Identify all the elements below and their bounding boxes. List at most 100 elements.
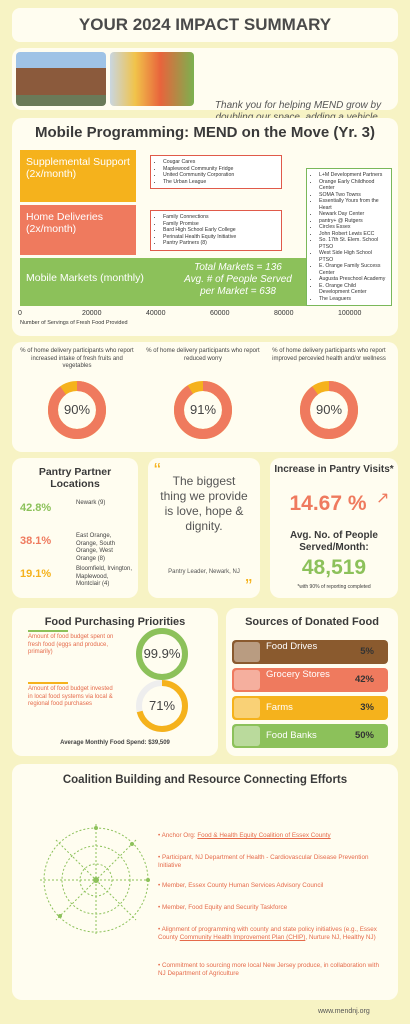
ring-fill — [136, 628, 188, 680]
coalition-item: • Commitment to sourcing more local New … — [158, 962, 388, 978]
page-title: YOUR 2024 IMPACT SUMMARY — [12, 8, 398, 42]
source-label: Food Drives — [266, 641, 318, 652]
partner-item: Family Promise — [163, 221, 277, 228]
coalition-item: • Anchor Org: Food & Health Equity Coali… — [158, 832, 388, 840]
footer-url[interactable]: www.mendnj.org — [318, 1008, 370, 1015]
quote-card: “ The biggest thing we provide is love, … — [148, 458, 260, 598]
coalition-item: • Member, Food Equity and Security Taskf… — [158, 904, 388, 912]
x-tick-label: 80000 — [274, 310, 294, 317]
coalition-text: Commitment to sourcing more local New Je… — [158, 962, 379, 977]
network-graphic — [40, 824, 152, 936]
partner-item: Family Connections — [163, 214, 277, 221]
visits-card: Increase in Pantry Visits* 14.67 % ↗ Avg… — [270, 458, 398, 598]
partner-item: Newark Day Center — [319, 211, 387, 218]
source-row: Farms 3% — [232, 696, 388, 720]
pantry-percent: 38.1% — [20, 535, 52, 547]
x-tick-label: 60000 — [210, 310, 230, 317]
served-label: Avg. No. of People Served/Month: — [290, 530, 378, 553]
purchase-rule — [28, 682, 68, 684]
supplemental-partners: Cougar CaresMaplewood Community FridgeUn… — [150, 155, 282, 189]
served-value: 48,519 — [301, 556, 367, 579]
donut-value: 90% — [63, 402, 91, 417]
purchase-rule — [28, 630, 68, 632]
partner-item: John Robert Lewis ECC — [319, 231, 387, 238]
coalition-text: Anchor Org: — [161, 832, 198, 839]
partner-item: Maplewood Community Fridge — [163, 166, 277, 173]
partner-item: Perinatal Health Equity Initiative — [163, 234, 277, 241]
purchase-ring — [136, 680, 188, 732]
coalition-item: • Alignment of programming with county a… — [158, 926, 388, 942]
partner-item: L+M Development Partners — [319, 172, 387, 179]
source-row: Food Banks 50% — [232, 724, 388, 748]
coalition-text: Participant, NJ Department of Health - C… — [158, 854, 369, 869]
quote-attribution: Pantry Leader, Newark, NJ — [168, 569, 240, 575]
coalition-text: Alignment of programming with county and… — [158, 926, 377, 941]
ring-fill — [136, 680, 188, 732]
coalition-item: • Participant, NJ Department of Health -… — [158, 854, 388, 870]
source-icon — [234, 726, 260, 746]
building-photo — [16, 52, 106, 106]
purchase-text: Amount of food budget spent on fresh foo… — [28, 634, 114, 655]
purchase-ring — [136, 628, 188, 680]
avg-spend: Average Monthly Food Spend: $39,509 — [60, 740, 170, 746]
home-partners: Family ConnectionsFamily PromiseBard Hig… — [150, 210, 282, 251]
truck-photo — [110, 52, 194, 106]
partner-item: SOMA Two Towns — [319, 192, 387, 199]
pantry-place: Bloomfield, Irvington, Maplewood, Montcl… — [76, 566, 133, 587]
pantry-place: Newark (9) — [76, 500, 106, 506]
purchasing-title: Food Purchasing Priorities — [44, 616, 186, 628]
open-quote-icon: “ — [154, 460, 161, 482]
source-row: Food Drives 5% — [232, 640, 388, 664]
donut-chart — [174, 381, 232, 439]
partner-item: The Leaguers — [319, 296, 387, 303]
x-tick-label: 20000 — [82, 310, 102, 317]
donut-value: 91% — [189, 402, 217, 417]
pantry-title: Pantry Partner Locations — [38, 466, 112, 490]
x-axis-label: Number of Servings of Fresh Food Provide… — [20, 320, 128, 326]
bullet-icon: • — [158, 904, 162, 911]
bullet-icon: • — [158, 882, 162, 889]
x-tick-label: 100000 — [338, 310, 362, 317]
donut-fill — [48, 381, 106, 439]
coalition-link[interactable]: Food & Health Equity Coalition of Essex … — [197, 832, 331, 839]
partner-item: pantry+ @ Rutgers — [319, 218, 387, 225]
partner-item: Bard High School Early College — [163, 227, 277, 234]
coalition-item: • Member, Essex County Human Services Ad… — [158, 882, 388, 890]
per-market: per Market = 638 — [200, 286, 276, 297]
bullet-icon: • — [158, 854, 162, 861]
close-quote-icon: ” — [245, 576, 252, 598]
coalition-card: Coalition Building and Resource Connecti… — [12, 764, 398, 1000]
visits-value: 14.67 % — [289, 492, 367, 515]
coalition-text: Member, Food Equity and Security Taskfor… — [161, 904, 288, 911]
bullet-icon: • — [158, 926, 162, 933]
purchase-value: 71% — [148, 698, 176, 713]
purchase-text: Amount of food budget invested in local … — [28, 686, 113, 707]
source-icon — [234, 642, 260, 662]
avg-people: Avg. # of People Served — [184, 274, 292, 285]
donut-fill — [174, 381, 232, 439]
source-icon — [234, 698, 260, 718]
x-tick-label: 40000 — [146, 310, 166, 317]
visits-note: *with 90% of reporting completed — [297, 584, 371, 590]
pantry-percent: 42.8% — [20, 502, 52, 514]
bullet-icon: • — [158, 962, 162, 969]
partner-item: Pantry Partners (8) — [163, 240, 277, 247]
bar-mobile-markets: Mobile Markets (monthly) — [20, 258, 306, 306]
donut-caption: % of home delivery participants who repo… — [146, 348, 260, 362]
pantry-place: East Orange, Orange, South Orange, West … — [76, 533, 116, 562]
donut-caption: % of home delivery participants who repo… — [20, 348, 134, 369]
bullet-icon: • — [158, 832, 162, 839]
source-value: 42% — [354, 674, 374, 685]
mobile-title: Mobile Programming: MEND on the Move (Yr… — [34, 124, 376, 141]
source-value: 5% — [360, 646, 374, 657]
donut-value: 90% — [315, 402, 343, 417]
partner-item: E. Orange Child Development Center — [319, 283, 387, 296]
market-stats: Total Markets = 136 Avg. # of People Ser… — [178, 262, 298, 298]
visits-label: Increase in Pantry Visits* — [274, 464, 394, 475]
trend-up-icon: ↗ — [376, 490, 390, 507]
market-partners: L+M Development PartnersOrange Early Chi… — [306, 168, 392, 306]
partner-item: United Community Corporation — [163, 172, 277, 179]
x-tick-label: 0 — [18, 310, 22, 317]
coalition-link[interactable]: Community Health Improvement Plan (CHIP) — [179, 934, 306, 941]
coalition-text: Member, Essex County Human Services Advi… — [161, 882, 324, 889]
